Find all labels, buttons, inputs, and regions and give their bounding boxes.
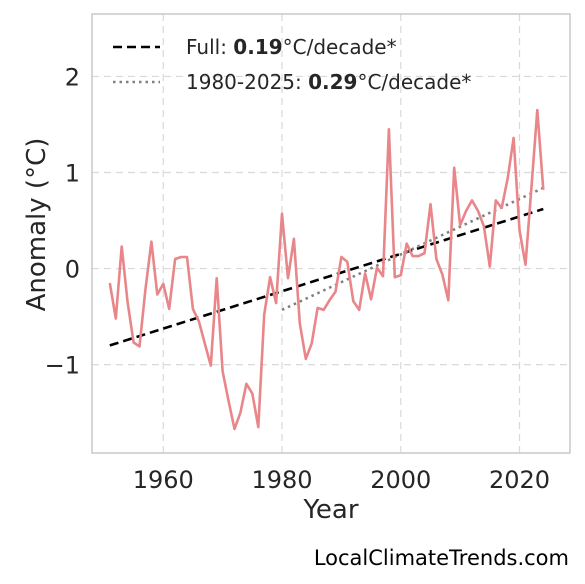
y-tick-label: 2 [65,63,80,91]
x-tick-label: 1980 [251,466,312,494]
y-tick-label: −1 [45,352,80,380]
data-series [108,108,545,431]
x-ticks: 1960 1980 2000 2020 [133,466,550,494]
plot-frame [91,13,571,454]
y-tick-label: 0 [65,256,80,284]
x-tick-label: 2020 [489,466,550,494]
y-axis-title: Anomaly (°C) [22,138,52,312]
trend-lines [109,186,544,347]
y-tick-label: 1 [65,160,80,188]
trend-line-1980-2025 [281,186,544,312]
y-ticks: −1 0 1 2 [45,63,80,379]
x-tick-label: 2000 [370,466,431,494]
x-axis-title: Year [302,495,358,525]
legend-label: 1980-2025: 0.29°C/decade* [186,70,471,94]
trend-line-full [109,207,544,347]
x-tick-label: 1960 [133,466,194,494]
grid [92,14,570,453]
legend: Full: 0.19°C/decade* 1980-2025: 0.29°C/de… [113,35,471,94]
anomaly-series-line [108,108,545,431]
legend-label: Full: 0.19°C/decade* [186,35,397,59]
watermark-text: LocalClimateTrends.com [313,546,569,570]
